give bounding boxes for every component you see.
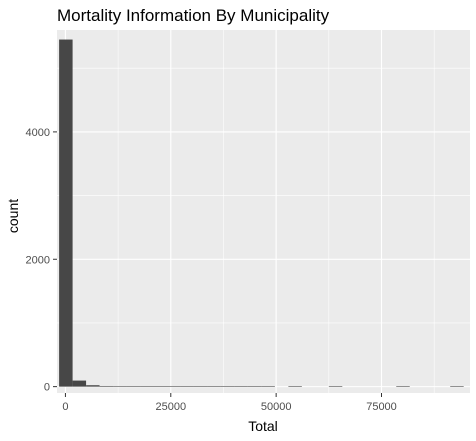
- y-tick-label: 4000: [26, 127, 50, 139]
- x-tick-label: 50000: [261, 401, 292, 413]
- histogram-bar: [288, 386, 302, 387]
- chart-title: Mortality Information By Municipality: [57, 6, 330, 25]
- histogram-bar: [180, 386, 194, 387]
- histogram-bar: [99, 385, 114, 387]
- histogram-bars: [59, 39, 464, 387]
- histogram-bar: [72, 380, 87, 387]
- y-tick-label: 0: [44, 382, 50, 394]
- histogram-bar: [126, 386, 141, 387]
- x-axis-title: Total: [248, 418, 278, 434]
- histogram-bar: [261, 386, 275, 387]
- histogram-bar: [59, 39, 73, 387]
- x-tick-label: 25000: [155, 401, 186, 413]
- histogram-bar: [220, 386, 235, 387]
- histogram-bar: [396, 386, 410, 387]
- histogram-bar: [328, 386, 343, 387]
- histogram-bar: [140, 386, 154, 387]
- histogram-bar: [207, 386, 221, 387]
- histogram-bar: [153, 386, 167, 387]
- histogram-bar: [86, 385, 100, 387]
- x-tick-label: 75000: [366, 401, 397, 413]
- x-tick-label: 0: [62, 401, 68, 413]
- plot-panel: [57, 30, 470, 393]
- histogram-bar: [193, 386, 208, 387]
- histogram-bar: [450, 386, 464, 387]
- minor-gridlines: [57, 30, 470, 393]
- y-tick-label: 2000: [26, 254, 50, 266]
- x-axis: 0 25000 50000 75000: [62, 393, 397, 413]
- y-axis-title: count: [5, 199, 21, 233]
- histogram-bar: [113, 386, 127, 387]
- histogram-bar: [166, 386, 181, 387]
- histogram-bar: [247, 386, 262, 387]
- y-axis: 0 2000 4000: [26, 127, 57, 394]
- histogram-bar: [234, 386, 248, 387]
